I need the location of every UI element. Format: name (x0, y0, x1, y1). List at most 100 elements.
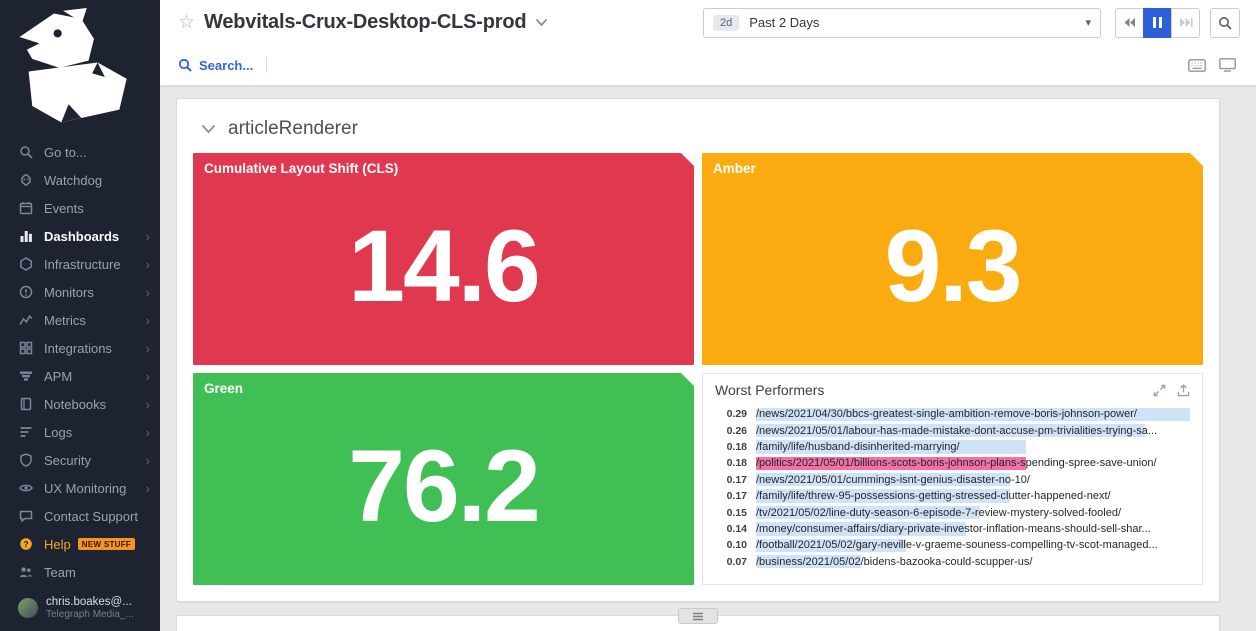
row-value: 0.18 (726, 457, 747, 470)
search-row: Search... (160, 45, 1256, 85)
chevron-right-icon: › (145, 452, 150, 468)
worst-performers-row[interactable]: 0.29 /news/2021/04/30/bbcs-greatest-sing… (715, 406, 1190, 422)
worst-performers-row[interactable]: 0.14 /money/consumer-affairs/diary-priva… (715, 521, 1190, 537)
main-area: ☆ Webvitals-Crux-Desktop-CLS-prod 2d Pas… (160, 0, 1256, 631)
sidebar-item-infrastructure[interactable]: Infrastructure › (0, 250, 160, 278)
widget-value: 14.6 (348, 208, 541, 323)
worst-performers-row[interactable]: 0.07 /business/2021/05/02/bidens-bazooka… (715, 554, 1190, 570)
title-chevron-down-icon[interactable] (535, 18, 548, 27)
time-range-selector[interactable]: 2d Past 2 Days ▾ (703, 7, 1101, 38)
layout-toggle-button[interactable] (678, 608, 718, 624)
row-bar (756, 423, 1146, 438)
team-icon (18, 564, 34, 580)
sidebar-item-label: Team (44, 564, 76, 580)
search-label: Search... (199, 57, 254, 73)
user-avatar (18, 598, 38, 618)
sidebar-item-label: Infrastructure (44, 256, 121, 272)
chevron-right-icon: › (145, 228, 150, 244)
widget-value: 76.2 (348, 428, 541, 543)
sidebar-item-monitors[interactable]: Monitors › (0, 278, 160, 306)
group-title: articleRenderer (228, 118, 358, 139)
keyboard-shortcuts-icon[interactable] (1188, 58, 1206, 72)
sidebar-item-label: APM (44, 368, 73, 384)
zoom-button[interactable] (1210, 7, 1240, 38)
time-skip-forward-button[interactable] (1171, 7, 1200, 38)
datadog-logo[interactable] (0, 0, 160, 138)
row-value: 0.29 (726, 408, 747, 421)
worst-performers-header: Worst Performers (715, 382, 1190, 398)
dashboard-content: articleRenderer Cumulative Layout Shift … (160, 86, 1256, 631)
sidebar-item-label: Notebooks (44, 396, 107, 412)
time-nav-buttons (1115, 7, 1200, 38)
row-path: /politics/2021/05/01/billions-scots-bori… (756, 457, 1157, 470)
sidebar-item-logs[interactable]: Logs › (0, 418, 160, 446)
divider (266, 57, 268, 73)
sidebar-item-label: Watchdog (44, 172, 103, 188)
worst-performers-row[interactable]: 0.18 /family/life/husband-disinherited-m… (715, 439, 1190, 455)
widget-title: Amber (713, 161, 756, 176)
infrastructure-icon (18, 256, 34, 272)
green-widget[interactable]: Green 76.2 (193, 373, 694, 585)
sidebar-user[interactable]: chris.boakes@... Telegraph Media_... (0, 590, 160, 626)
amber-widget[interactable]: Amber 9.3 (702, 153, 1203, 365)
sidebar-item-label: Contact Support (44, 508, 138, 524)
chevron-right-icon: › (145, 256, 150, 272)
sidebar-item-help[interactable]: ? Help NEW STUFF (0, 530, 160, 558)
worst-performers-row[interactable]: 0.10 /football/2021/05/02/gary-neville-v… (715, 537, 1190, 553)
sidebar-item-notebooks[interactable]: Notebooks › (0, 390, 160, 418)
dashboard-title[interactable]: Webvitals-Crux-Desktop-CLS-prod (204, 11, 527, 33)
worst-performers-row[interactable]: 0.15 /tv/2021/05/02/line-duty-season-6-e… (715, 504, 1190, 520)
group-collapse-icon[interactable] (201, 124, 216, 134)
worst-performers-row[interactable]: 0.26 /news/2021/05/01/labour-has-made-mi… (715, 422, 1190, 438)
worst-performers-row[interactable]: 0.18 /politics/2021/05/01/billions-scots… (715, 455, 1190, 471)
row-bar (756, 473, 1011, 487)
worst-performers-row[interactable]: 0.17 /family/life/threw-95-possessions-g… (715, 488, 1190, 504)
datadog-dog-icon (19, 8, 127, 123)
title-row: ☆ Webvitals-Crux-Desktop-CLS-prod 2d Pas… (160, 0, 1256, 45)
sidebar-item-go-to[interactable]: Go to... (0, 138, 160, 166)
row-value: 0.07 (726, 555, 747, 568)
sidebar-item-label: Dashboards (44, 228, 120, 244)
sidebar-item-apm[interactable]: APM › (0, 362, 160, 390)
row-value: 0.15 (726, 506, 747, 519)
sidebar-item-metrics[interactable]: Metrics › (0, 306, 160, 334)
sidebar-item-label: Security (44, 452, 91, 468)
expand-icon[interactable] (1153, 384, 1166, 397)
tv-mode-icon[interactable] (1219, 58, 1236, 72)
row-path: /business/2021/05/02/bidens-bazooka-coul… (756, 555, 1033, 568)
sidebar-item-ux-monitoring[interactable]: UX Monitoring › (0, 474, 160, 502)
sidebar-item-label: Logs (44, 424, 73, 440)
cls-widget[interactable]: Cumulative Layout Shift (CLS) 14.6 (193, 153, 694, 365)
time-range-label: Past 2 Days (749, 15, 820, 30)
sidebar-item-contact-support[interactable]: Contact Support (0, 502, 160, 530)
chevron-right-icon: › (145, 368, 150, 384)
sidebar-item-team[interactable]: Team (0, 558, 160, 586)
sidebar-item-label: Metrics (44, 312, 86, 328)
favorite-star-icon[interactable]: ☆ (178, 12, 196, 33)
chevron-right-icon: › (145, 424, 150, 440)
search-link[interactable]: Search... (178, 58, 253, 73)
sidebar-item-watchdog[interactable]: Watchdog (0, 166, 160, 194)
topbar: ☆ Webvitals-Crux-Desktop-CLS-prod 2d Pas… (160, 0, 1256, 86)
contact-support-icon (18, 508, 34, 524)
events-icon (18, 200, 34, 216)
sidebar-item-integrations[interactable]: Integrations › (0, 334, 160, 362)
export-icon[interactable] (1177, 383, 1190, 397)
watchdog-icon (18, 172, 34, 188)
worst-performers-row[interactable]: 0.17 /news/2021/05/01/cummings-isnt-geni… (715, 472, 1190, 488)
widget-title: Worst Performers (715, 382, 825, 398)
row-path: /family/life/threw-95-possessions-gettin… (756, 490, 1111, 503)
row-bar (756, 555, 861, 569)
chevron-right-icon: › (145, 480, 150, 496)
pause-button[interactable] (1143, 7, 1172, 38)
sidebar-item-security[interactable]: Security › (0, 446, 160, 474)
time-range-caret-icon: ▾ (1085, 17, 1091, 29)
chevron-right-icon: › (145, 312, 150, 328)
sidebar-item-dashboards[interactable]: Dashboards › (0, 222, 160, 250)
sidebar-item-events[interactable]: Events (0, 194, 160, 222)
time-skip-back-button[interactable] (1115, 7, 1144, 38)
notebooks-icon (18, 396, 34, 412)
widget-title: Green (204, 381, 244, 396)
widget-corner-notch (681, 373, 694, 386)
